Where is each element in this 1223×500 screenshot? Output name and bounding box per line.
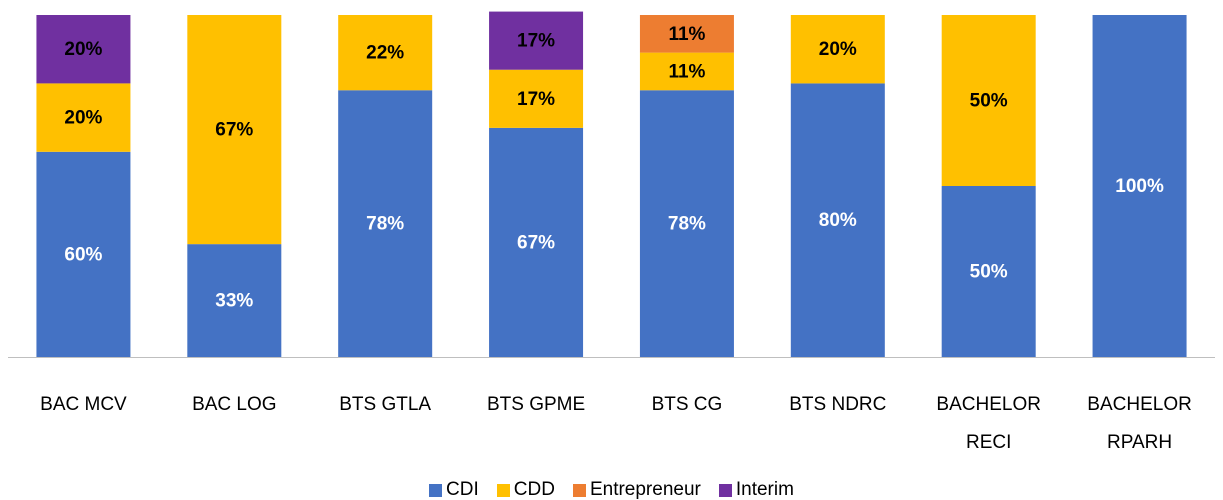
- data-label: 78%: [366, 214, 404, 235]
- x-tick-label: BTS GTLA: [339, 394, 432, 415]
- bar-segment: [639, 52, 734, 91]
- bar-segment: [489, 127, 584, 357]
- legend-swatch: [496, 483, 510, 497]
- legend-item: CDI: [429, 480, 479, 500]
- x-tick-label: BTS NDRC: [789, 394, 887, 415]
- bar-segment: [36, 15, 131, 84]
- data-label: 80%: [819, 210, 857, 231]
- legend-swatch: [718, 483, 732, 497]
- bar-segment: [639, 90, 734, 358]
- legend-label: CDD: [513, 479, 555, 500]
- data-label: 50%: [970, 91, 1008, 112]
- data-label: 100%: [1115, 176, 1164, 197]
- data-label: 67%: [215, 120, 253, 141]
- bar-segment: [489, 69, 584, 128]
- bar-segment: [790, 83, 885, 358]
- x-tick-label: BTS CG: [651, 394, 723, 415]
- x-tick-label: BAC MCV: [40, 394, 127, 415]
- data-label: 33%: [215, 291, 253, 312]
- bar-segment: [639, 15, 734, 53]
- data-label: 20%: [819, 39, 857, 60]
- data-label: 22%: [366, 43, 404, 64]
- bar-segment: [36, 151, 131, 357]
- legend: CDI CDD Entrepreneur Interim: [0, 480, 1223, 500]
- bar-segment: [36, 83, 131, 152]
- legend-swatch: [429, 483, 443, 497]
- data-label: 20%: [64, 39, 102, 60]
- legend-swatch: [572, 483, 586, 497]
- legend-item: Entrepreneur: [572, 479, 701, 500]
- x-tick-label: BACHELOR RECI: [936, 394, 1041, 453]
- data-label: 17%: [517, 31, 555, 52]
- data-label: 20%: [64, 108, 102, 129]
- data-label: 60%: [64, 244, 102, 265]
- data-label: 78%: [668, 214, 706, 235]
- legend-label: CDI: [446, 479, 479, 500]
- bar-segment: [941, 15, 1036, 186]
- data-label: 11%: [668, 61, 705, 82]
- x-tick-label: BTS GPME: [486, 394, 586, 415]
- data-label: 67%: [517, 232, 555, 253]
- x-tick-label: BACHELOR RPARH: [1087, 394, 1192, 453]
- bar-segment: [1092, 15, 1187, 357]
- data-label: 50%: [970, 262, 1008, 283]
- bar-segment: [790, 15, 885, 84]
- bar-segment: [187, 15, 282, 245]
- bar-segment: [338, 15, 433, 91]
- legend-item: CDD: [496, 479, 555, 500]
- bar-segment: [338, 90, 433, 358]
- legend-item: Interim: [718, 479, 794, 500]
- data-label: 11%: [668, 24, 705, 45]
- legend-label: Entrepreneur: [589, 479, 701, 500]
- bar-segment: [489, 11, 584, 70]
- bar-segment: [187, 244, 282, 357]
- bar-segment: [941, 186, 1036, 357]
- data-label: 17%: [517, 89, 555, 110]
- legend-label: Interim: [735, 479, 794, 500]
- x-tick-label: BAC LOG: [192, 394, 277, 415]
